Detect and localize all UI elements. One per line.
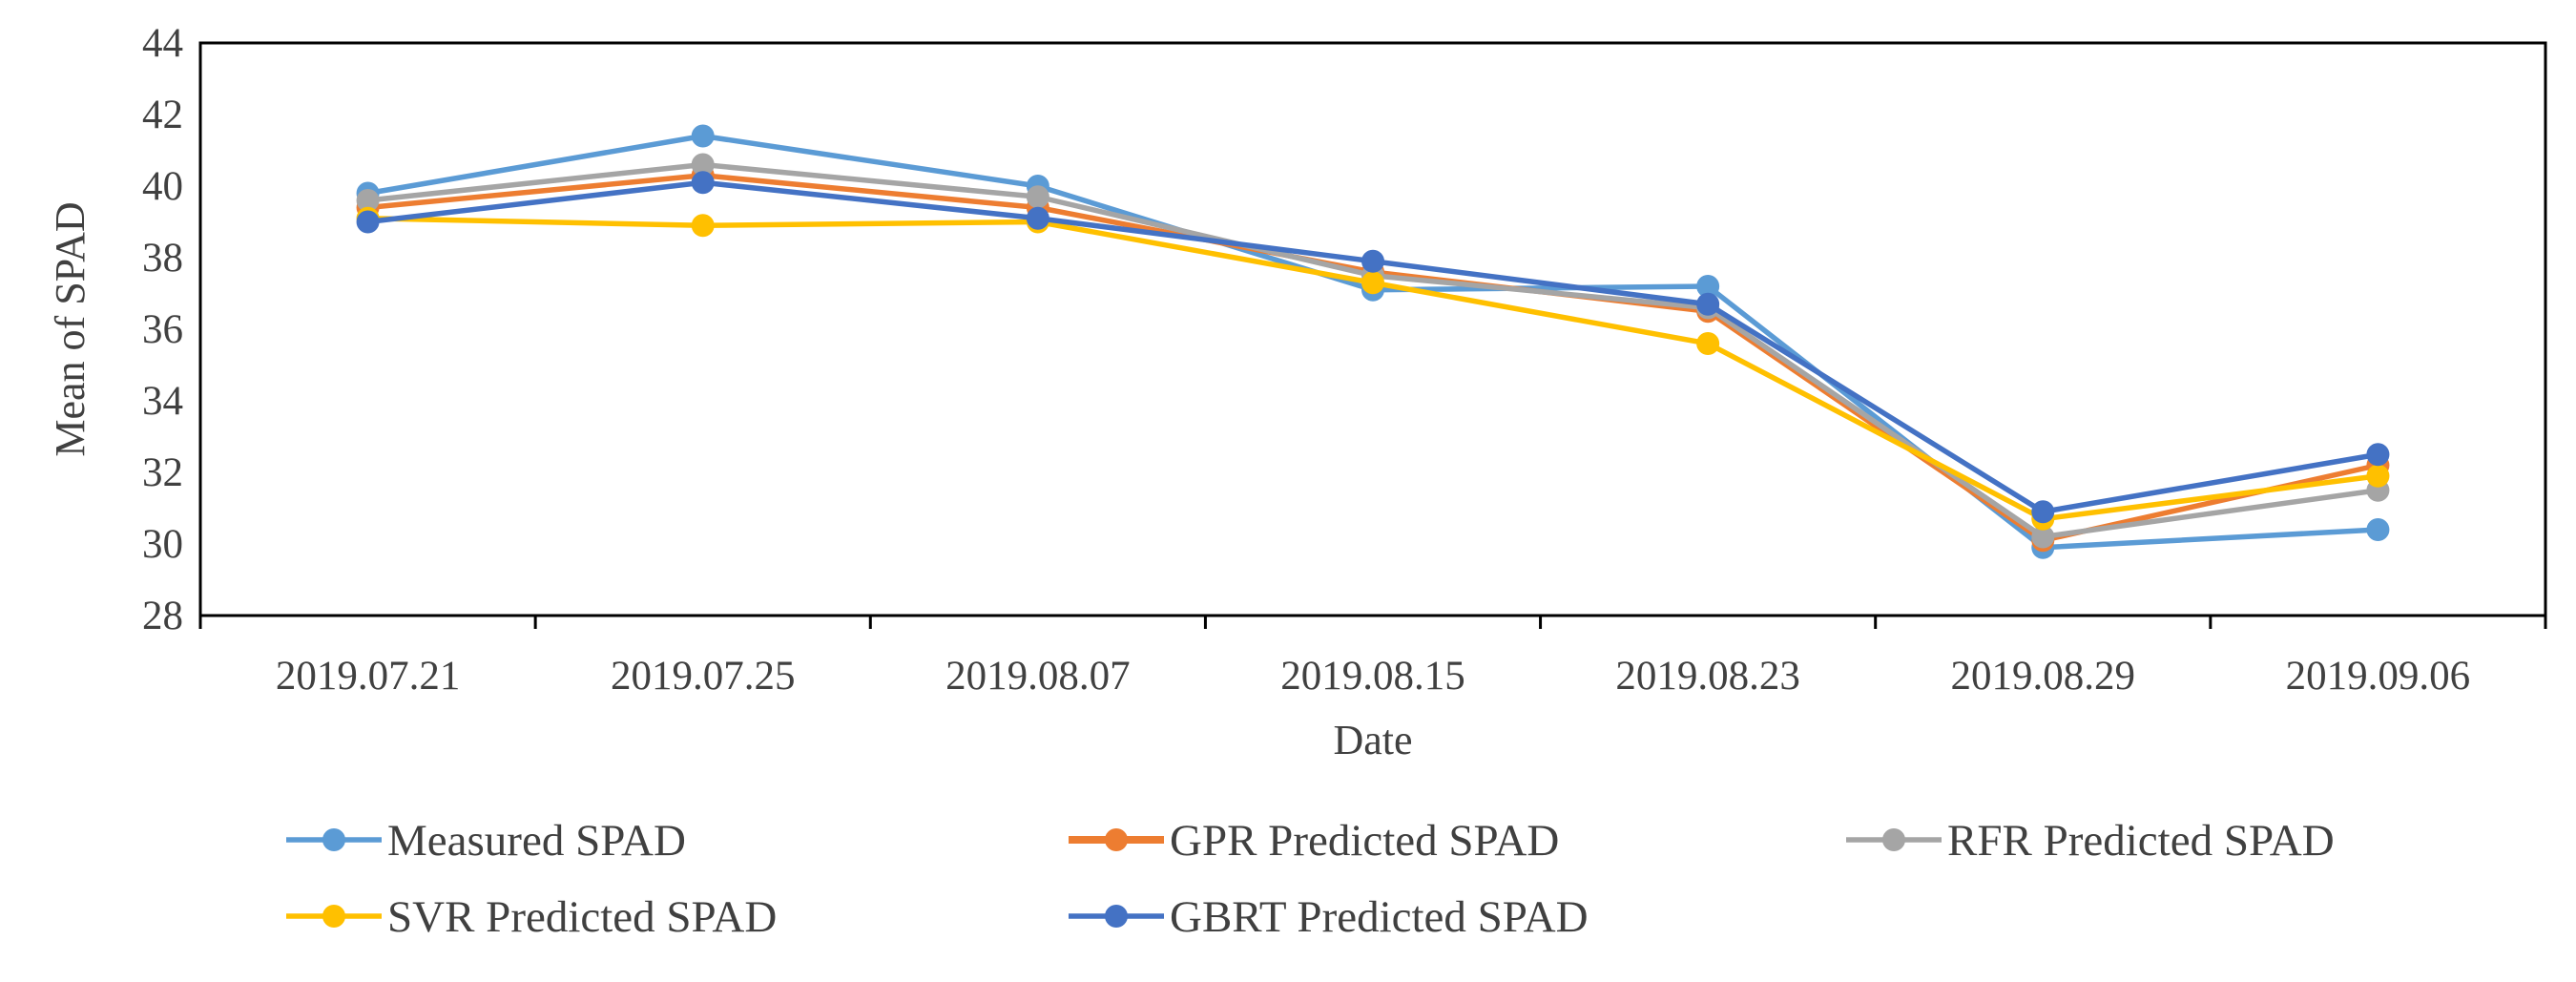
x-tick-label: 2019.07.25 — [611, 654, 796, 699]
data-point — [2366, 443, 2390, 467]
x-tick-label: 2019.08.23 — [1615, 654, 1800, 699]
data-point — [1696, 332, 1720, 355]
legend-marker — [1105, 905, 1128, 928]
data-point — [691, 171, 715, 195]
data-point — [2031, 500, 2055, 524]
series-group — [356, 153, 2390, 549]
x-tick-label: 2019.08.29 — [1951, 654, 2136, 699]
legend-label: SVR Predicted SPAD — [387, 892, 777, 942]
series-line — [367, 133, 2379, 551]
data-point — [691, 214, 715, 238]
legend-item: Measured SPAD — [286, 816, 686, 866]
data-point — [1026, 206, 1049, 230]
legend-marker — [1105, 828, 1128, 851]
series-layer — [356, 124, 2390, 559]
y-tick-label: 42 — [142, 93, 183, 137]
y-tick-label: 38 — [142, 236, 183, 281]
data-point — [1696, 275, 1720, 298]
plot-frame — [198, 41, 2547, 617]
x-axis-title: Date — [1333, 717, 1412, 763]
legend-label: Measured SPAD — [387, 816, 686, 866]
y-tick-label: 30 — [142, 522, 183, 567]
legend-marker — [1882, 828, 1905, 851]
data-point — [2031, 525, 2055, 549]
x-axis: 2019.07.21 2019.07.25 2019.08.07 2019.08.15… — [198, 616, 2547, 699]
y-tick-label: 44 — [142, 21, 183, 66]
legend-item: GBRT Predicted SPAD — [1069, 892, 1589, 942]
y-tick-label: 36 — [142, 307, 183, 352]
y-axis-title: Mean of SPAD — [47, 201, 93, 456]
x-tick-label: 2019.08.15 — [1280, 654, 1465, 699]
legend-item: GPR Predicted SPAD — [1069, 816, 1559, 866]
legend: Measured SPAD GPR Predicted SPAD RFR Predi… — [286, 816, 2335, 942]
legend-item: RFR Predicted SPAD — [1846, 816, 2335, 866]
legend-marker — [322, 828, 345, 851]
series-group — [356, 171, 2390, 524]
data-point — [2366, 518, 2390, 541]
y-tick-label: 28 — [142, 594, 183, 638]
data-point — [1026, 185, 1049, 209]
legend-item: SVR Predicted SPAD — [286, 892, 777, 942]
x-tick-label: 2019.09.06 — [2286, 654, 2471, 699]
data-point — [691, 153, 715, 177]
y-tick-label: 34 — [142, 379, 183, 424]
legend-label: GBRT Predicted SPAD — [1170, 892, 1589, 942]
legend-label: RFR Predicted SPAD — [1947, 816, 2335, 866]
series-line — [367, 161, 2379, 540]
legend-label: GPR Predicted SPAD — [1170, 816, 1559, 866]
data-point — [2366, 464, 2390, 488]
data-point — [1361, 249, 1384, 273]
data-point — [1696, 292, 1720, 316]
data-point — [1361, 271, 1384, 295]
y-tick-label: 40 — [142, 164, 183, 209]
data-point — [356, 189, 380, 212]
y-tick-label: 32 — [142, 450, 183, 495]
series-line — [367, 173, 2379, 543]
x-tick-label: 2019.08.07 — [945, 654, 1131, 699]
series-line — [367, 179, 2379, 514]
y-axis: 28 30 32 34 36 38 40 42 44 — [142, 21, 183, 638]
legend-marker — [322, 905, 345, 928]
data-point — [356, 210, 380, 234]
x-tick-label: 2019.07.21 — [276, 654, 461, 699]
data-point — [691, 124, 715, 148]
